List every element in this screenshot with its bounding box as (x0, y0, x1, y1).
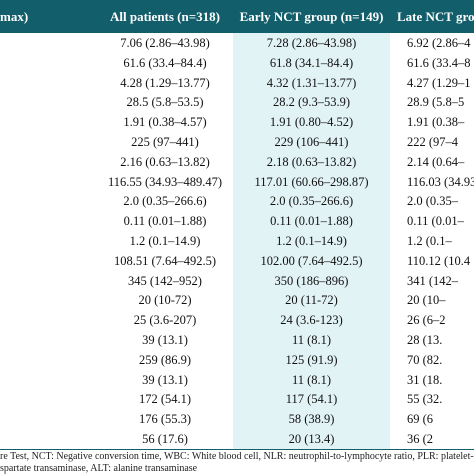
table-cell: 4.32 (1.31–13.77) (266, 75, 357, 90)
table-cell: 1.2 (0.1–14.9) (276, 234, 347, 248)
table-cell: 2.0 (0.35– (407, 194, 459, 209)
table-cell: 11 (8.1) (291, 372, 332, 387)
table-cell: 225 (97–441) (131, 135, 199, 149)
table-cell: 39 (13.1) (142, 333, 188, 347)
table-cell: 1.91 (0.80–4.52) (269, 115, 354, 130)
table-cell: 31 (18. (407, 372, 443, 387)
table-header: max) All patients (n=318) Early NCT grou… (0, 0, 474, 33)
table-cell: 0.11 (0.01– (407, 214, 464, 229)
footnote: spartate transaminase, ALT: alanine tran… (0, 463, 198, 474)
table-cell: 116.03 (34.93– (407, 174, 474, 189)
table-cell: 20 (11-72) (285, 293, 338, 308)
table-cell: 229 (106–441) (274, 135, 349, 149)
table-cell: 259 (86.9) (138, 352, 192, 367)
table-cell: 350 (186–896) (274, 273, 349, 288)
table-cell: 102.00 (7.64–492.5) (260, 253, 363, 268)
table-cell: 55 (32. (407, 392, 443, 407)
table-cell: 61.8 (34.1–84.4) (269, 55, 354, 70)
header-cell: All patients (n=318) (110, 9, 220, 24)
table-cell: 61.6 (33.4–8 (407, 55, 471, 70)
table-cell: 116.55 (34.93–489.47) (107, 174, 223, 189)
table-cell: 7.28 (2.86–43.98) (266, 36, 357, 50)
table-cell: 70 (82. (407, 352, 443, 367)
table-cell: 345 (142–952) (128, 273, 202, 288)
table-cell: 69 (6 (407, 412, 434, 427)
table-cell: 7.06 (2.86–43.98) (120, 36, 210, 50)
table-cell: 28.2 (9.3–53.9) (272, 95, 351, 110)
table-cell: 125 (91.9) (285, 352, 338, 367)
table-cell: 0.11 (0.01–1.88) (123, 214, 207, 229)
table-cell: 1.91 (0.38–4.57) (123, 115, 207, 130)
table-rule (0, 449, 474, 450)
table-cell: 25 (3.6-207) (133, 313, 197, 328)
table-cell: 20 (10– (407, 293, 446, 308)
table-cell: 6.92 (2.86–4 (407, 36, 471, 50)
table-cell: 1.2 (0.1– (407, 234, 452, 248)
table-cell: 2.0 (0.35–266.6) (123, 194, 207, 209)
table-cell: 110.12 (10.4 (407, 253, 471, 268)
table-cell: 222 (97–4 (407, 135, 459, 149)
table-cell: 11 (8.1) (291, 333, 332, 347)
header-cell: max) (0, 9, 29, 24)
table-cell: 58 (38.9) (288, 412, 335, 427)
header-cell: Early NCT group (n=149) (239, 9, 384, 24)
table-cell: 117 (54.1) (285, 392, 338, 407)
table-cell: 341 (142– (407, 273, 459, 288)
table-cell: 26 (6–2 (407, 313, 446, 328)
footnote: re Test, NCT: Negative conversion time, … (0, 451, 474, 462)
table-cell: 2.14 (0.64– (407, 154, 465, 169)
column-highlight (233, 33, 390, 449)
header-cell: Late NCT grou (397, 9, 474, 24)
table-cell: 56 (17.6) (142, 432, 188, 446)
table-cell: 0.11 (0.01–1.88) (270, 214, 353, 229)
table-cell: 28.9 (5.8–5 (407, 95, 465, 110)
table-cell: 4.28 (1.29–13.77) (120, 75, 210, 90)
table-cell: 36 (2 (407, 432, 434, 446)
table-cell: 4.27 (1.29–1 (407, 75, 471, 90)
table-cell: 20 (13.4) (288, 432, 335, 446)
table-cell: 28 (13. (407, 333, 443, 347)
table-cell: 24 (3.6-123) (280, 313, 343, 328)
table-cell: 2.0 (0.35–266.6) (269, 194, 354, 209)
table-cell: 20 (10-72) (138, 293, 192, 308)
table-cell: 117.01 (60.66–298.87) (254, 174, 369, 189)
table-cell: 2.18 (0.63–13.82) (266, 154, 357, 169)
table-cell: 28.5 (5.8–53.5) (126, 95, 204, 110)
table-cell: 2.16 (0.63–13.82) (120, 154, 210, 169)
table-cell: 172 (54.1) (138, 392, 192, 407)
table-cell: 1.2 (0.1–14.9) (129, 234, 201, 248)
table-cell: 61.6 (33.4–84.4) (123, 55, 207, 70)
table-cell: 108.51 (7.64–492.5) (113, 253, 217, 268)
table-cell: 176 (55.3) (138, 412, 192, 427)
table-cell: 1.91 (0.38– (407, 115, 465, 130)
table-cell: 39 (13.1) (142, 372, 188, 387)
